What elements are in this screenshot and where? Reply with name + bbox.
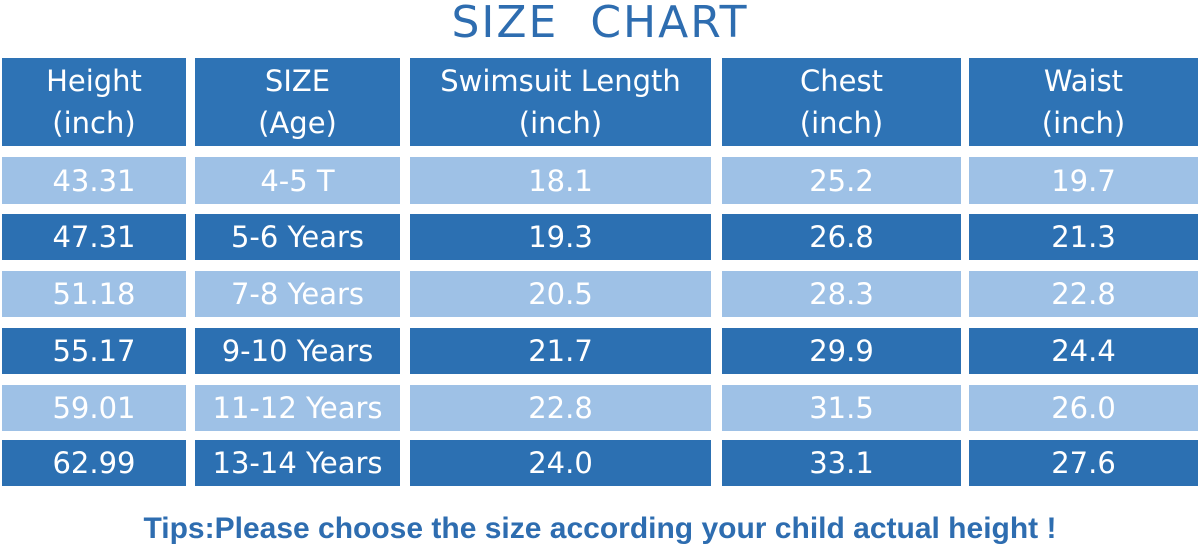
- page-title: SIZE CHART: [451, 0, 749, 48]
- table-cell-size: 5-6 Years: [195, 214, 400, 260]
- header-cell-size: SIZE (Age): [195, 58, 400, 146]
- table-cell-chest: 33.1: [722, 440, 961, 486]
- header-cell-swimsuit-length: Swimsuit Length (inch): [410, 58, 711, 146]
- header-label: Waist: [1043, 64, 1124, 98]
- header-label: Chest: [800, 64, 883, 98]
- header-unit: (inch): [518, 106, 603, 140]
- table-cell-height: 59.01: [2, 385, 186, 431]
- header-label: SIZE: [264, 64, 331, 98]
- table-cell-height: 43.31: [2, 157, 186, 204]
- table-cell-swimsuit-length: 20.5: [410, 271, 711, 317]
- tips-text: Tips:Please choose the size according yo…: [143, 512, 1057, 545]
- table-cell-height: 51.18: [2, 271, 186, 317]
- table-cell-chest: 26.8: [722, 214, 961, 260]
- header-label: Swimsuit Length: [440, 64, 681, 98]
- header-label: Height: [46, 64, 142, 98]
- table-cell-size: 9-10 Years: [195, 328, 400, 374]
- table-cell-swimsuit-length: 18.1: [410, 157, 711, 204]
- table-cell-height: 55.17: [2, 328, 186, 374]
- table-cell-height: 62.99: [2, 440, 186, 486]
- table-cell-chest: 28.3: [722, 271, 961, 317]
- table-cell-waist: 24.4: [969, 328, 1198, 374]
- header-cell-chest: Chest (inch): [722, 58, 961, 146]
- table-cell-size: 4-5 T: [195, 157, 400, 204]
- table-cell-swimsuit-length: 24.0: [410, 440, 711, 486]
- table-cell-swimsuit-length: 19.3: [410, 214, 711, 260]
- table-cell-chest: 31.5: [722, 385, 961, 431]
- table-cell-waist: 22.8: [969, 271, 1198, 317]
- header-cell-waist: Waist (inch): [969, 58, 1198, 146]
- table-cell-waist: 27.6: [969, 440, 1198, 486]
- table-cell-swimsuit-length: 22.8: [410, 385, 711, 431]
- header-cell-height: Height (inch): [2, 58, 186, 146]
- header-unit: (Age): [258, 106, 337, 140]
- table-cell-size: 13-14 Years: [195, 440, 400, 486]
- table-cell-size: 11-12 Years: [195, 385, 400, 431]
- table-cell-waist: 21.3: [969, 214, 1198, 260]
- header-unit: (inch): [52, 106, 136, 140]
- table-cell-waist: 19.7: [969, 157, 1198, 204]
- table-cell-waist: 26.0: [969, 385, 1198, 431]
- header-unit: (inch): [799, 106, 884, 140]
- header-unit: (inch): [1041, 106, 1126, 140]
- table-cell-size: 7-8 Years: [195, 271, 400, 317]
- table-cell-height: 47.31: [2, 214, 186, 260]
- table-cell-swimsuit-length: 21.7: [410, 328, 711, 374]
- table-cell-chest: 29.9: [722, 328, 961, 374]
- table-cell-chest: 25.2: [722, 157, 961, 204]
